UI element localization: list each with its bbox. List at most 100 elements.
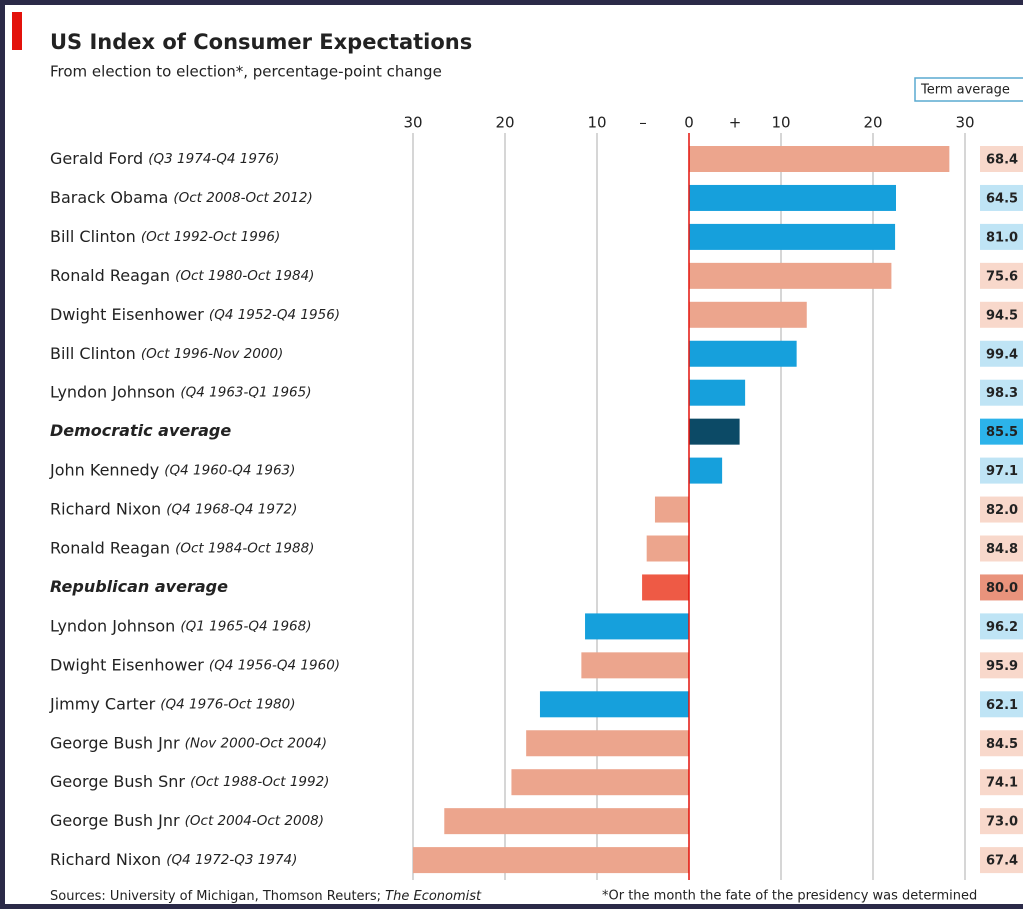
term-average-value: 98.3 [986,386,1018,401]
category-label: Lyndon Johnson (Q1 1965-Q4 1968) [50,616,312,635]
category-label: Ronald Reagan (Oct 1980-Oct 1984) [50,265,314,284]
term-average-cell [980,730,1023,757]
category-label: Bill Clinton (Oct 1996-Nov 2000) [50,343,283,362]
category-label: George Bush Snr (Oct 1988-Oct 1992) [50,772,329,791]
bar [642,574,689,601]
term-average-value: 84.8 [986,542,1018,557]
term-average-cell [980,262,1023,289]
category-period: (Oct 2004-Oct 2008) [185,813,324,829]
category-name: Dwight Eisenhower [50,304,204,323]
category-name: Richard Nixon [50,499,161,518]
term-average-cell [980,808,1023,835]
bar [444,808,689,835]
term-average-cell [980,146,1023,172]
term-average-cell [980,340,1023,367]
source-publication: The Economist [385,889,482,904]
x-tick-label: 10 [771,114,790,132]
category-period: (Q1 1965-Q4 1968) [180,618,311,634]
source: Sources: University of Michigan, Thomson… [50,889,482,904]
term-average-value: 62.1 [986,698,1018,713]
bar [646,535,689,562]
category-period: (Oct 1996-Nov 2000) [141,346,283,362]
term-average-box [914,77,1023,102]
category-period: (Oct 1992-Oct 1996) [141,229,280,245]
term-average-cell [980,769,1023,796]
category-label: Gerald Ford (Q3 1974-Q4 1976) [50,149,279,168]
axis-sign: + [729,114,742,132]
category-label: Barack Obama (Oct 2008-Oct 2012) [50,187,313,206]
category-label: Lyndon Johnson (Q4 1963-Q1 1965) [50,382,312,401]
category-period: (Q4 1952-Q4 1956) [209,307,340,323]
x-tick-label: 0 [684,114,694,132]
category-label: Richard Nixon (Q4 1972-Q3 1974) [50,850,297,869]
bar [689,184,896,211]
bar [654,496,689,523]
term-average-value: 64.5 [986,191,1018,206]
term-average-value: 73.0 [986,815,1018,830]
term-average-value: 94.5 [986,308,1018,323]
x-tick-label: 10 [587,114,606,132]
category-name: Gerald Ford [50,149,143,168]
background [5,5,1023,904]
category-name: George Bush Jnr [50,733,180,752]
category-label: Jimmy Carter (Q4 1976-Oct 1980) [49,694,296,713]
term-average-value: 99.4 [986,347,1018,362]
bar [585,613,689,640]
term-average-cell [980,301,1023,328]
category-period: (Q4 1956-Q4 1960) [209,657,340,673]
category-name: George Bush Jnr [50,811,180,830]
category-name: Lyndon Johnson [50,382,175,401]
category-name: Lyndon Johnson [50,616,175,635]
chart-subtitle: From election to election*, percentage-p… [50,63,442,81]
term-average-cell [980,691,1023,718]
bar [689,223,896,250]
category-label: George Bush Jnr (Nov 2000-Oct 2004) [50,733,327,752]
bar [539,691,689,718]
term-average-cell [980,574,1023,601]
category-name: Barack Obama [50,187,168,206]
category-label: Richard Nixon (Q4 1968-Q4 1972) [50,499,297,518]
x-tick-label: 30 [955,114,974,132]
category-period: (Oct 1980-Oct 1984) [175,268,314,284]
category-name: Ronald Reagan [50,265,170,284]
term-average-value: 80.0 [986,581,1018,596]
category-label: George Bush Jnr (Oct 2004-Oct 2008) [50,811,324,830]
term-average-value: 68.4 [986,153,1018,168]
bar [413,847,689,874]
term-average-cell [980,652,1023,679]
term-average-value: 82.0 [986,503,1018,518]
bar [689,340,797,367]
category-label: Dwight Eisenhower (Q4 1956-Q4 1960) [50,655,340,674]
category-period: (Q3 1974-Q4 1976) [148,151,279,167]
x-tick-label: 20 [495,114,514,132]
category-period: (Q4 1968-Q4 1972) [166,502,297,518]
footnote: *Or the month the fate of the presidency… [602,889,977,904]
term-average-value: 75.6 [986,269,1018,284]
category-period: (Oct 1984-Oct 1988) [175,541,314,557]
term-average-value: 74.1 [986,776,1018,791]
term-average-cell [980,457,1023,484]
x-tick-label: 30 [403,114,422,132]
category-label: Dwight Eisenhower (Q4 1952-Q4 1956) [50,304,340,323]
term-average-cell [980,223,1023,250]
bar [689,418,740,445]
category-name: Bill Clinton [50,226,136,245]
term-average-cell [980,379,1023,406]
category-period: (Q4 1963-Q1 1965) [180,385,311,401]
category-period: (Q4 1976-Oct 1980) [160,696,295,712]
bar [526,730,689,757]
term-average-cell [980,496,1023,523]
category-period: (Oct 1988-Oct 1992) [190,774,329,790]
bar [689,457,723,484]
category-name: Jimmy Carter [49,694,156,713]
term-average-cell [980,418,1023,445]
category-label: John Kennedy (Q4 1960-Q4 1963) [49,460,295,479]
chart-title: US Index of Consumer Expectations [50,30,472,54]
category-period: (Oct 2008-Oct 2012) [173,190,312,206]
category-period: (Q4 1972-Q3 1974) [166,852,297,868]
term-average-value: 97.1 [986,464,1018,479]
category-name: Richard Nixon [50,850,161,869]
term-average-value: 95.9 [986,659,1018,674]
x-tick-label: 20 [863,114,882,132]
